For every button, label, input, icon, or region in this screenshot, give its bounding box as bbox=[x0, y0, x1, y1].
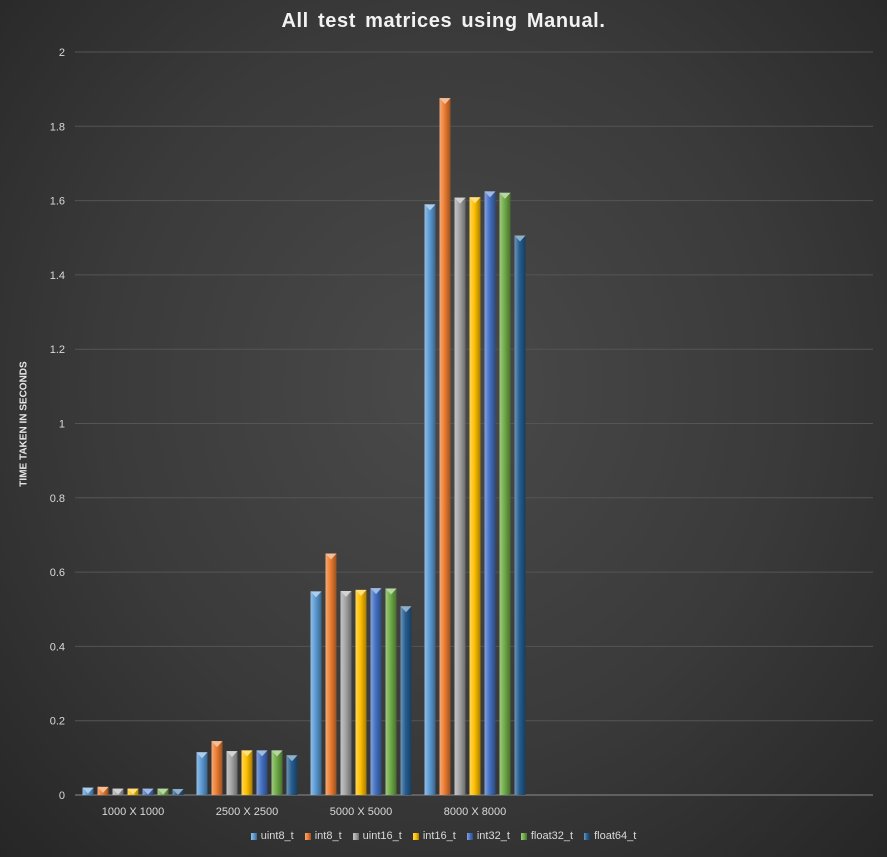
y-tick-label: 0 bbox=[59, 790, 65, 802]
bar-uint8_t-2 bbox=[310, 591, 322, 795]
bar-float32_t-3 bbox=[499, 192, 511, 796]
bar-cap bbox=[82, 787, 94, 794]
bar-cap bbox=[325, 553, 337, 560]
legend-item: float32_t bbox=[520, 830, 574, 842]
legend-item: int16_t bbox=[412, 830, 456, 842]
legend-item: uint16_t bbox=[352, 830, 402, 842]
legend-swatch bbox=[412, 832, 419, 840]
legend-swatch bbox=[520, 832, 527, 840]
y-tick-label: 0.4 bbox=[50, 641, 65, 653]
bar-int16_t-1 bbox=[241, 750, 253, 795]
x-tick-label: 1000 X 1000 bbox=[102, 806, 164, 818]
bar-cap bbox=[286, 755, 298, 762]
bar-cap bbox=[211, 741, 223, 748]
legend-swatch bbox=[352, 832, 359, 840]
bar-int32_t-3 bbox=[484, 191, 496, 795]
bar-cap bbox=[385, 588, 397, 595]
legend-label: int16_t bbox=[422, 830, 456, 842]
bar-uint16_t-2 bbox=[340, 591, 352, 795]
bar-cap bbox=[271, 750, 283, 757]
bar-cap bbox=[226, 751, 238, 758]
bar-cap bbox=[256, 750, 268, 757]
legend-item: uint8_t bbox=[250, 830, 294, 842]
legend-label: int8_t bbox=[314, 830, 342, 842]
chart-title: All test matrices using Manual. bbox=[281, 10, 606, 32]
legend-swatch bbox=[304, 832, 311, 840]
legend-label: float32_t bbox=[530, 830, 574, 842]
legend-label: float64_t bbox=[594, 830, 637, 842]
bar-float64_t-2 bbox=[400, 606, 412, 795]
bar-cap bbox=[310, 591, 322, 598]
bar-cap bbox=[469, 197, 481, 204]
bar-float64_t-3 bbox=[514, 235, 526, 795]
legend-swatch bbox=[466, 832, 473, 840]
bar-uint8_t-3 bbox=[424, 204, 436, 795]
legend-label: uint16_t bbox=[362, 830, 402, 842]
legend-item: float64_t bbox=[584, 830, 636, 842]
bar-int8_t-2 bbox=[325, 553, 337, 795]
legend-swatch bbox=[584, 832, 591, 840]
legend: uint8_t int8_t uint16_t int16_t int32_t float… bbox=[0, 830, 887, 842]
bar-int16_t-2 bbox=[355, 589, 367, 795]
bar-int8_t-1 bbox=[211, 741, 223, 795]
bar-cap bbox=[142, 788, 154, 795]
legend-item: int8_t bbox=[304, 830, 342, 842]
y-tick-label: 0.6 bbox=[50, 567, 65, 579]
y-tick-label: 1.2 bbox=[50, 344, 65, 356]
bar-cap bbox=[97, 786, 109, 793]
y-tick-label: 1.4 bbox=[50, 270, 65, 282]
bar-cap bbox=[196, 752, 208, 759]
bar-float64_t-1 bbox=[286, 755, 298, 795]
bar-cap bbox=[340, 591, 352, 598]
bar-float32_t-2 bbox=[385, 588, 397, 795]
y-tick-label: 0.8 bbox=[50, 493, 65, 505]
y-tick-label: 0.2 bbox=[50, 716, 65, 728]
bar-float32_t-1 bbox=[271, 750, 283, 795]
bar-cap bbox=[439, 98, 451, 105]
bar-cap bbox=[241, 750, 253, 757]
x-tick-label: 5000 X 5000 bbox=[330, 806, 392, 818]
bar-int32_t-1 bbox=[256, 750, 268, 795]
y-tick-label: 1.6 bbox=[50, 196, 65, 208]
bar-cap bbox=[157, 788, 169, 795]
bar-cap bbox=[112, 788, 124, 795]
legend-label: uint8_t bbox=[260, 830, 294, 842]
bar-cap bbox=[370, 588, 382, 595]
y-tick-label: 1 bbox=[59, 419, 65, 431]
bar-cap bbox=[484, 191, 496, 198]
legend-swatch bbox=[250, 832, 257, 840]
bar-cap bbox=[172, 789, 184, 795]
bar-int32_t-2 bbox=[370, 588, 382, 795]
legend-item: int32_t bbox=[466, 830, 510, 842]
bar-int16_t-3 bbox=[469, 197, 481, 796]
bar-cap bbox=[355, 589, 367, 596]
bar-cap bbox=[499, 192, 511, 199]
bar-uint8_t-1 bbox=[196, 752, 208, 795]
bar-cap bbox=[400, 606, 412, 613]
bar-cap bbox=[454, 197, 466, 204]
y-tick-label: 1.8 bbox=[50, 121, 65, 133]
bar-cap bbox=[127, 788, 139, 795]
x-tick-label: 2500 X 2500 bbox=[216, 806, 278, 818]
x-tick-label: 8000 X 8000 bbox=[444, 806, 506, 818]
bar-uint16_t-3 bbox=[454, 197, 466, 796]
bar-cap bbox=[514, 235, 526, 242]
bar-int8_t-3 bbox=[439, 98, 451, 796]
bar-uint16_t-1 bbox=[226, 751, 238, 795]
legend-label: int32_t bbox=[476, 830, 510, 842]
bar-cap bbox=[424, 204, 436, 211]
y-tick-label: 2 bbox=[59, 47, 65, 59]
